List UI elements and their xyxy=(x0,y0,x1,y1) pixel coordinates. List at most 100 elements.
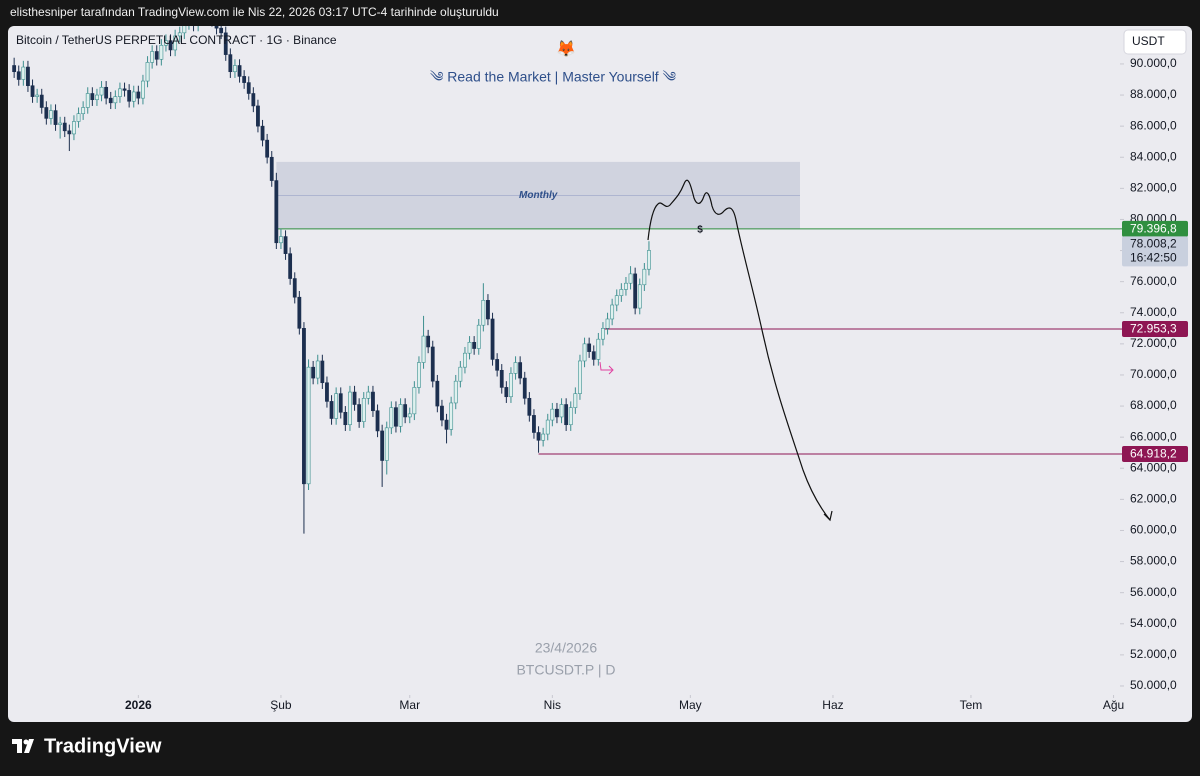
candle-body xyxy=(30,85,35,97)
candle-body xyxy=(384,427,389,461)
candle-body xyxy=(472,342,477,349)
candle-body xyxy=(237,65,242,77)
candle-body xyxy=(463,352,467,368)
candle-body xyxy=(21,66,26,80)
candle-body xyxy=(302,328,306,485)
chart-panel xyxy=(8,26,1192,722)
candle-body xyxy=(279,236,283,244)
candle-body xyxy=(325,382,329,402)
candle-body xyxy=(513,362,518,374)
candle-body xyxy=(403,404,408,418)
y-tick-label: 64.000,0 xyxy=(1130,460,1177,474)
candle-body xyxy=(338,393,343,413)
candle-body xyxy=(536,432,541,441)
level-label: 79.396,8 xyxy=(1130,222,1177,236)
y-tick-label: 58.000,0 xyxy=(1130,554,1177,568)
x-tick-label: May xyxy=(679,698,702,712)
x-tick-label: Şub xyxy=(270,698,292,712)
logo-dot xyxy=(23,739,29,745)
candle-body xyxy=(394,407,398,427)
candle-body xyxy=(430,346,435,382)
candle-body xyxy=(366,391,371,399)
candle-body xyxy=(159,44,164,60)
candle-body xyxy=(637,284,642,309)
candle-body xyxy=(95,94,99,101)
level-label: 72.953,3 xyxy=(1130,322,1177,336)
candle-body xyxy=(348,391,352,426)
candle-body xyxy=(610,304,615,320)
candle-body xyxy=(591,351,596,360)
candle-body xyxy=(150,51,155,63)
chart-subtitle: ༄ Read the Market | Master Yourself ༄ xyxy=(430,69,676,85)
candle-body xyxy=(578,360,582,394)
watermark-date: 23/4/2026 xyxy=(535,640,597,656)
candle-body xyxy=(136,91,141,99)
candle-body xyxy=(58,122,63,125)
candle-body xyxy=(164,40,168,46)
y-tick-label: 90.000,0 xyxy=(1130,56,1177,70)
small-arrow xyxy=(599,361,614,375)
candle-body xyxy=(375,410,380,432)
candle-body xyxy=(499,369,504,388)
annotation: $ xyxy=(697,224,703,235)
y-tick-label: 60.000,0 xyxy=(1130,523,1177,537)
logo-icon xyxy=(12,739,34,753)
candle-body xyxy=(269,156,274,181)
candle-body xyxy=(233,65,237,73)
candle-body xyxy=(453,380,458,404)
candle-body xyxy=(440,405,444,421)
level-label: 64.918,2 xyxy=(1130,447,1177,461)
candle-body xyxy=(85,93,90,108)
candle-body xyxy=(311,366,316,379)
candle-body xyxy=(614,295,619,306)
candle-body xyxy=(67,130,72,135)
projection-arrowhead xyxy=(823,510,833,522)
candle-body xyxy=(490,318,495,360)
candle-body xyxy=(177,32,182,37)
candle-body xyxy=(449,402,454,430)
candle-body xyxy=(587,343,592,352)
candle-body xyxy=(118,88,122,97)
watermark-symbol: BTCUSDT.P | D xyxy=(516,662,615,678)
candle-body xyxy=(559,404,564,418)
candle-body xyxy=(283,236,288,254)
candle-body xyxy=(573,393,578,408)
x-tick-label: Mar xyxy=(399,698,420,712)
candle-body xyxy=(334,393,339,419)
currency-button[interactable] xyxy=(1123,29,1187,55)
footer-logo: TradingView xyxy=(12,735,162,757)
candle-body xyxy=(223,32,228,55)
candle-body xyxy=(550,408,555,421)
y-tick-label: 86.000,0 xyxy=(1130,118,1177,132)
candle-body xyxy=(532,415,536,433)
y-tick-label: 68.000,0 xyxy=(1130,398,1177,412)
candle-body xyxy=(518,362,523,379)
candle-body xyxy=(619,289,624,296)
candle-body xyxy=(486,300,490,320)
candle-body xyxy=(582,343,587,362)
footer-brand[interactable]: TradingView xyxy=(44,735,162,757)
candle-body xyxy=(509,373,513,398)
candle-body xyxy=(315,360,320,379)
candle-body xyxy=(352,391,357,405)
candle-body xyxy=(412,387,417,415)
x-tick-label: Nis xyxy=(544,698,561,712)
y-tick-label: 72.000,0 xyxy=(1130,336,1177,350)
candle-body xyxy=(108,97,113,104)
candle-body xyxy=(444,419,449,430)
candle-body xyxy=(527,397,532,416)
candle-body xyxy=(633,273,638,309)
y-tick-label: 82.000,0 xyxy=(1130,181,1177,195)
candle-body xyxy=(12,65,17,73)
candle-body xyxy=(371,391,375,412)
x-tick-label: 2026 xyxy=(125,698,152,712)
y-tick-label: 70.000,0 xyxy=(1130,367,1177,381)
current-countdown: 16:42:50 xyxy=(1130,251,1177,265)
candle-body xyxy=(122,88,127,91)
candle-body xyxy=(601,328,605,340)
y-tick-label: 84.000,0 xyxy=(1130,149,1177,163)
y-tick-label: 88.000,0 xyxy=(1130,87,1177,101)
candle-body xyxy=(596,338,601,360)
